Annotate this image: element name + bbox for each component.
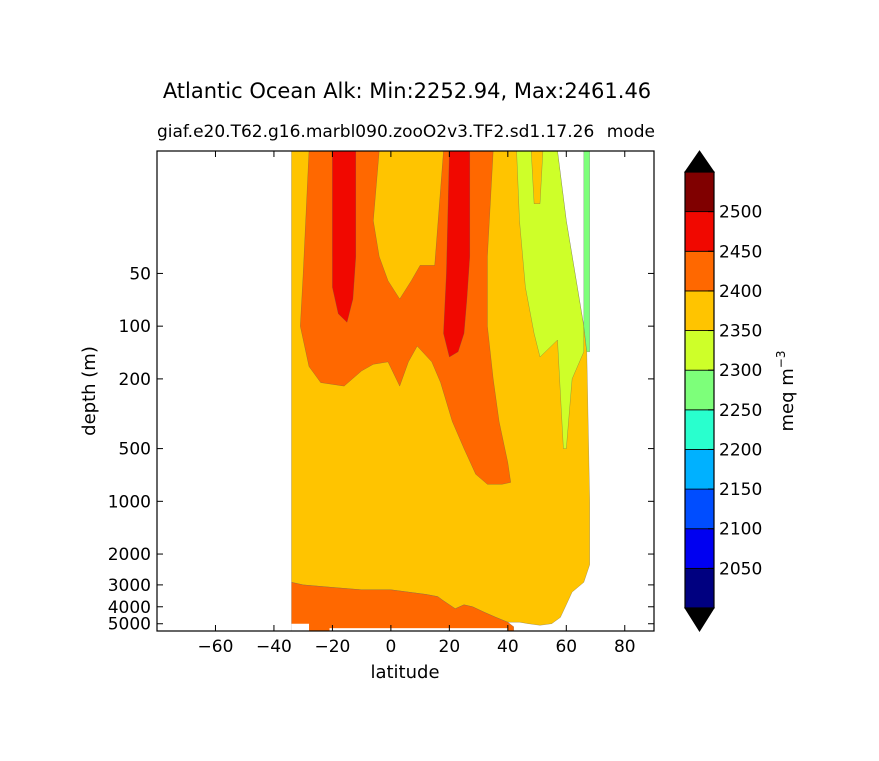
colorbar-label-unit: meq m: [777, 368, 798, 431]
colorbar-swatch: [684, 330, 715, 371]
colorbar-extend-bottom: [684, 607, 715, 632]
chart-subtitle-left: giaf.e20.T62.g16.marbl090.zooO2v3.TF2.sd…: [157, 122, 594, 142]
contour-mask-2: [329, 628, 508, 631]
y-tick-label: 500: [119, 440, 151, 460]
colorbar-swatch: [684, 409, 715, 450]
colorbar-tick-label: 2200: [719, 440, 762, 460]
y-tick-label: 4000: [108, 598, 151, 618]
x-tick-label: 40: [497, 637, 519, 657]
colorbar-ticks: 2050 2100 2150 2200 2250 2300 2350 2400 2450 2500: [708, 203, 762, 579]
y-tick-label: 50: [129, 264, 151, 284]
colorbar-frame: [684, 171, 715, 609]
x-tick-label: 20: [439, 637, 461, 657]
colorbar-extend-top: [684, 150, 715, 173]
y-tick-label: 100: [119, 317, 151, 337]
colorbar-swatch: [684, 211, 715, 252]
y-tick-label: 3000: [108, 576, 151, 596]
colorbar-swatch: [684, 449, 715, 490]
colorbar-swatch: [684, 290, 715, 331]
colorbar-tick-label: 2050: [719, 559, 762, 579]
contour-region-deep-2400-2450: [291, 581, 514, 631]
colorbar-tick-label: 2500: [719, 203, 762, 223]
x-tick-label: −20: [314, 637, 350, 657]
plot-frame: [156, 150, 655, 632]
contour-fills: [291, 151, 590, 631]
y-tick-label: 1000: [108, 492, 151, 512]
colorbar-tick-label: 2400: [719, 282, 762, 302]
colorbar-swatch: [684, 528, 715, 569]
x-axis-label: latitude: [370, 662, 439, 683]
x-tick-label: 60: [555, 637, 577, 657]
colorbar-tick-label: 2150: [719, 480, 762, 500]
colorbar: 2050 2100 2150 2200 2250 2300 2350 2400 2450 2500…: [684, 150, 798, 632]
colorbar-tick-label: 2100: [719, 520, 762, 540]
x-tick-label: 0: [385, 637, 396, 657]
colorbar-swatch: [684, 171, 715, 213]
colorbar-swatch: [684, 369, 715, 411]
colorbar-tick-label: 2250: [719, 401, 762, 421]
colorbar-tick-label: 2300: [719, 361, 762, 381]
y-tick-label: 5000: [108, 615, 151, 635]
contour-region-subpolar-2250-2300: [583, 151, 590, 353]
contour-region-surface-2450-2500-b: [443, 151, 471, 358]
x-tick-label: −60: [198, 637, 234, 657]
colorbar-tick-label: 2450: [719, 242, 762, 262]
colorbar-label-exponent: −3: [774, 351, 788, 369]
x-tick-label: 80: [614, 637, 636, 657]
colorbar-swatch: [684, 567, 715, 609]
colorbar-swatch: [684, 488, 715, 530]
contour-region-subpolar-2300-2350: [516, 151, 585, 449]
contour-mask-1: [291, 623, 310, 631]
y-axis-label: depth (m): [79, 346, 100, 436]
chart-subtitle-right: mode: [607, 122, 655, 142]
chart-title: Atlantic Ocean Alk: Min:2252.94, Max:246…: [163, 79, 651, 103]
y-tick-label: 200: [119, 370, 151, 390]
colorbar-swatches: [684, 150, 715, 632]
colorbar-swatch: [684, 250, 715, 292]
x-tick-label: −40: [256, 637, 292, 657]
plot-area: −60 −40 −20 0 20 40 60 80 50 100 200 500 1000 2000 30…: [108, 150, 655, 657]
y-tick-label: 2000: [108, 545, 151, 565]
colorbar-tick-label: 2350: [719, 322, 762, 342]
contour-mask-0: [431, 586, 520, 590]
contour-region-surface-2450-2500-a: [332, 151, 357, 323]
colorbar-label: meq m−3: [774, 351, 798, 432]
x-axis-ticks: −60 −40 −20 0 20 40 60 80: [198, 151, 636, 657]
